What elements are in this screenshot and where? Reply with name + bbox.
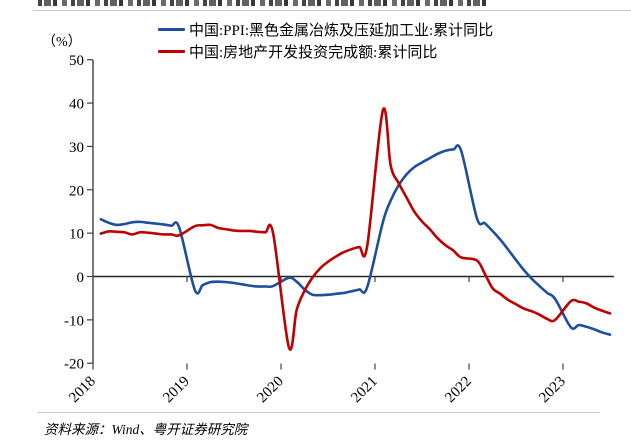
footer-divider: [37, 412, 600, 413]
legend-line-swatch-blue: [158, 27, 185, 31]
svg-text:10: 10: [69, 227, 84, 243]
svg-text:2020: 2020: [254, 374, 287, 407]
svg-text:2021: 2021: [348, 374, 381, 407]
y-axis-unit-label: （%）: [42, 35, 82, 50]
svg-text:50: 50: [69, 53, 84, 69]
chart-legend: 中国:PPI:黑色金属冶炼及压延加工业:累计同比 中国:房地产开发投资完成额:累…: [158, 18, 493, 62]
title-divider: [33, 10, 631, 11]
clipped-title-strip: [38, 0, 490, 6]
svg-text:-10: -10: [64, 313, 84, 329]
svg-text:-20: -20: [64, 357, 84, 373]
legend-label-ppi: 中国:PPI:黑色金属冶炼及压延加工业:累计同比: [189, 22, 494, 39]
svg-text:2023: 2023: [536, 374, 569, 407]
svg-text:2018: 2018: [66, 374, 99, 407]
svg-text:2019: 2019: [160, 374, 193, 407]
legend-line-swatch-red: [158, 49, 185, 53]
legend-item-realestate: 中国:房地产开发投资完成额:累计同比: [158, 40, 493, 62]
legend-label-realestate: 中国:房地产开发投资完成额:累计同比: [189, 44, 438, 61]
legend-item-ppi: 中国:PPI:黑色金属冶炼及压延加工业:累计同比: [158, 18, 493, 40]
svg-text:2022: 2022: [442, 374, 475, 407]
svg-text:30: 30: [69, 140, 84, 156]
source-note: 资料来源：Wind、粤开证券研究院: [44, 422, 248, 437]
svg-text:20: 20: [69, 183, 84, 199]
svg-text:40: 40: [69, 97, 84, 113]
svg-text:0: 0: [77, 270, 85, 286]
